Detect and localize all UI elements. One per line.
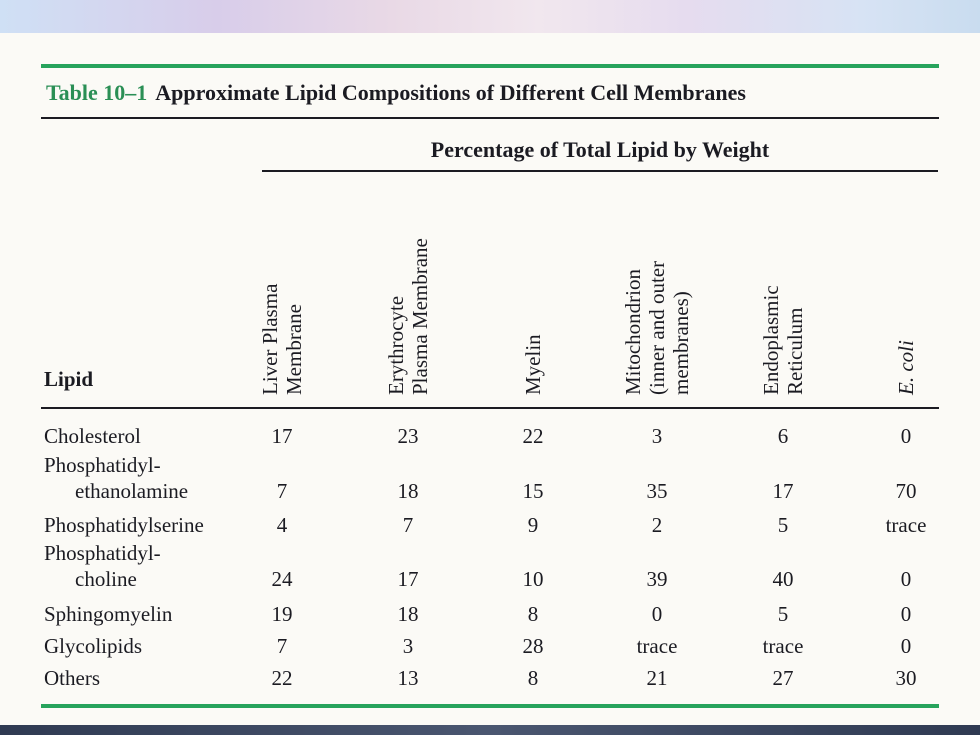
table-cell: 7 <box>402 513 414 537</box>
column-header: Erythrocyte Plasma Membrane <box>384 238 432 395</box>
row-label-line: Cholesterol <box>44 424 141 448</box>
column-header-line: Endoplasmic <box>759 285 783 395</box>
column-header-line: Liver Plasma <box>258 283 282 395</box>
header-rule <box>41 407 939 409</box>
table-cell: trace <box>762 634 804 658</box>
row-label-line: ethanolamine <box>75 479 189 503</box>
row-label: Phosphatidylserine <box>44 512 204 538</box>
table-cell: 2 <box>651 513 663 537</box>
table-cell: 35 <box>646 479 668 503</box>
row-label-line: Sphingomyelin <box>44 602 173 626</box>
group-header: Percentage of Total Lipid by Weight <box>430 137 770 162</box>
table-caption: Table 10–1 Approximate Lipid Compositions… <box>46 80 746 106</box>
table-cell: 5 <box>777 513 789 537</box>
bottom-green-rule <box>41 704 939 708</box>
table-cell: 9 <box>527 513 539 537</box>
table-cell: 40 <box>772 567 794 591</box>
column-header: E. coli <box>894 340 918 395</box>
column-header: Endoplasmic Reticulum <box>759 285 807 395</box>
table-cell: 70 <box>895 479 917 503</box>
column-header-line: membranes) <box>669 291 693 395</box>
table-cell: 3 <box>402 634 414 658</box>
column-header-line: Myelin <box>521 334 545 395</box>
column-header-line: Erythrocyte <box>384 295 408 395</box>
row-label: Glycolipids <box>44 633 142 659</box>
table-cell: 18 <box>397 479 419 503</box>
column-header: Mitochondrion (inner and outer membranes) <box>621 261 693 395</box>
table-cell: 0 <box>900 602 912 626</box>
table-title: Approximate Lipid Compositions of Differ… <box>155 80 746 105</box>
table-cell: 23 <box>397 424 419 448</box>
table-cell: 13 <box>397 666 419 690</box>
table-cell: 28 <box>522 634 544 658</box>
table-cell: 22 <box>522 424 544 448</box>
column-header-line: Reticulum <box>783 307 807 396</box>
column-header-line: E. coli <box>894 340 918 395</box>
row-label: Phosphatidyl-ethanolamine <box>44 452 188 504</box>
table-cell: trace <box>636 634 678 658</box>
row-label: Cholesterol <box>44 423 141 449</box>
table-cell: 5 <box>777 602 789 626</box>
table-cell: trace <box>885 513 927 537</box>
table-cell: 39 <box>646 567 668 591</box>
top-green-rule <box>41 64 939 68</box>
row-label-line: Others <box>44 666 100 690</box>
table-cell: 7 <box>276 634 288 658</box>
table-cell: 0 <box>900 424 912 448</box>
row-label-line: Phosphatidyl- <box>44 453 161 477</box>
background-top-strip <box>0 0 980 33</box>
column-header: Liver Plasma Membrane <box>258 284 306 395</box>
table-cell: 0 <box>651 602 663 626</box>
table-cell: 18 <box>397 602 419 626</box>
table-cell: 30 <box>895 666 917 690</box>
table-cell: 17 <box>271 424 293 448</box>
column-header-line: Mitochondrion <box>621 269 645 395</box>
table-cell: 17 <box>397 567 419 591</box>
table-cell: 19 <box>271 602 293 626</box>
table-cell: 10 <box>522 567 544 591</box>
table-cell: 27 <box>772 666 794 690</box>
table-cell: 21 <box>646 666 668 690</box>
column-header-line: (inner and outer <box>645 260 669 395</box>
table-cell: 17 <box>772 479 794 503</box>
lipid-column-header: Lipid <box>44 367 94 391</box>
table-cell: 22 <box>271 666 293 690</box>
table-cell: 8 <box>527 666 539 690</box>
column-header-line: Membrane <box>282 304 306 395</box>
group-header-rule <box>262 170 938 172</box>
caption-rule <box>41 117 939 119</box>
table-cell: 0 <box>900 567 912 591</box>
column-header-line: Plasma Membrane <box>408 238 432 395</box>
background-bottom-strip <box>0 725 980 735</box>
row-label: Sphingomyelin <box>44 601 172 627</box>
table-cell: 4 <box>276 513 288 537</box>
row-label-line: Phosphatidylserine <box>44 513 204 537</box>
row-label-line: Phosphatidyl- <box>44 541 161 565</box>
table-cell: 15 <box>522 479 544 503</box>
table-number: Table 10–1 <box>46 80 148 105</box>
row-label-line: choline <box>75 567 137 591</box>
table-cell: 0 <box>900 634 912 658</box>
column-header: Myelin <box>521 334 545 395</box>
row-label: Phosphatidyl-choline <box>44 540 161 592</box>
table-cell: 8 <box>527 602 539 626</box>
row-label-line: Glycolipids <box>44 634 142 658</box>
table-cell: 3 <box>651 424 663 448</box>
row-label: Others <box>44 665 100 691</box>
page <box>0 33 980 725</box>
table-cell: 24 <box>271 567 293 591</box>
table-cell: 6 <box>777 424 789 448</box>
table-cell: 7 <box>276 479 288 503</box>
